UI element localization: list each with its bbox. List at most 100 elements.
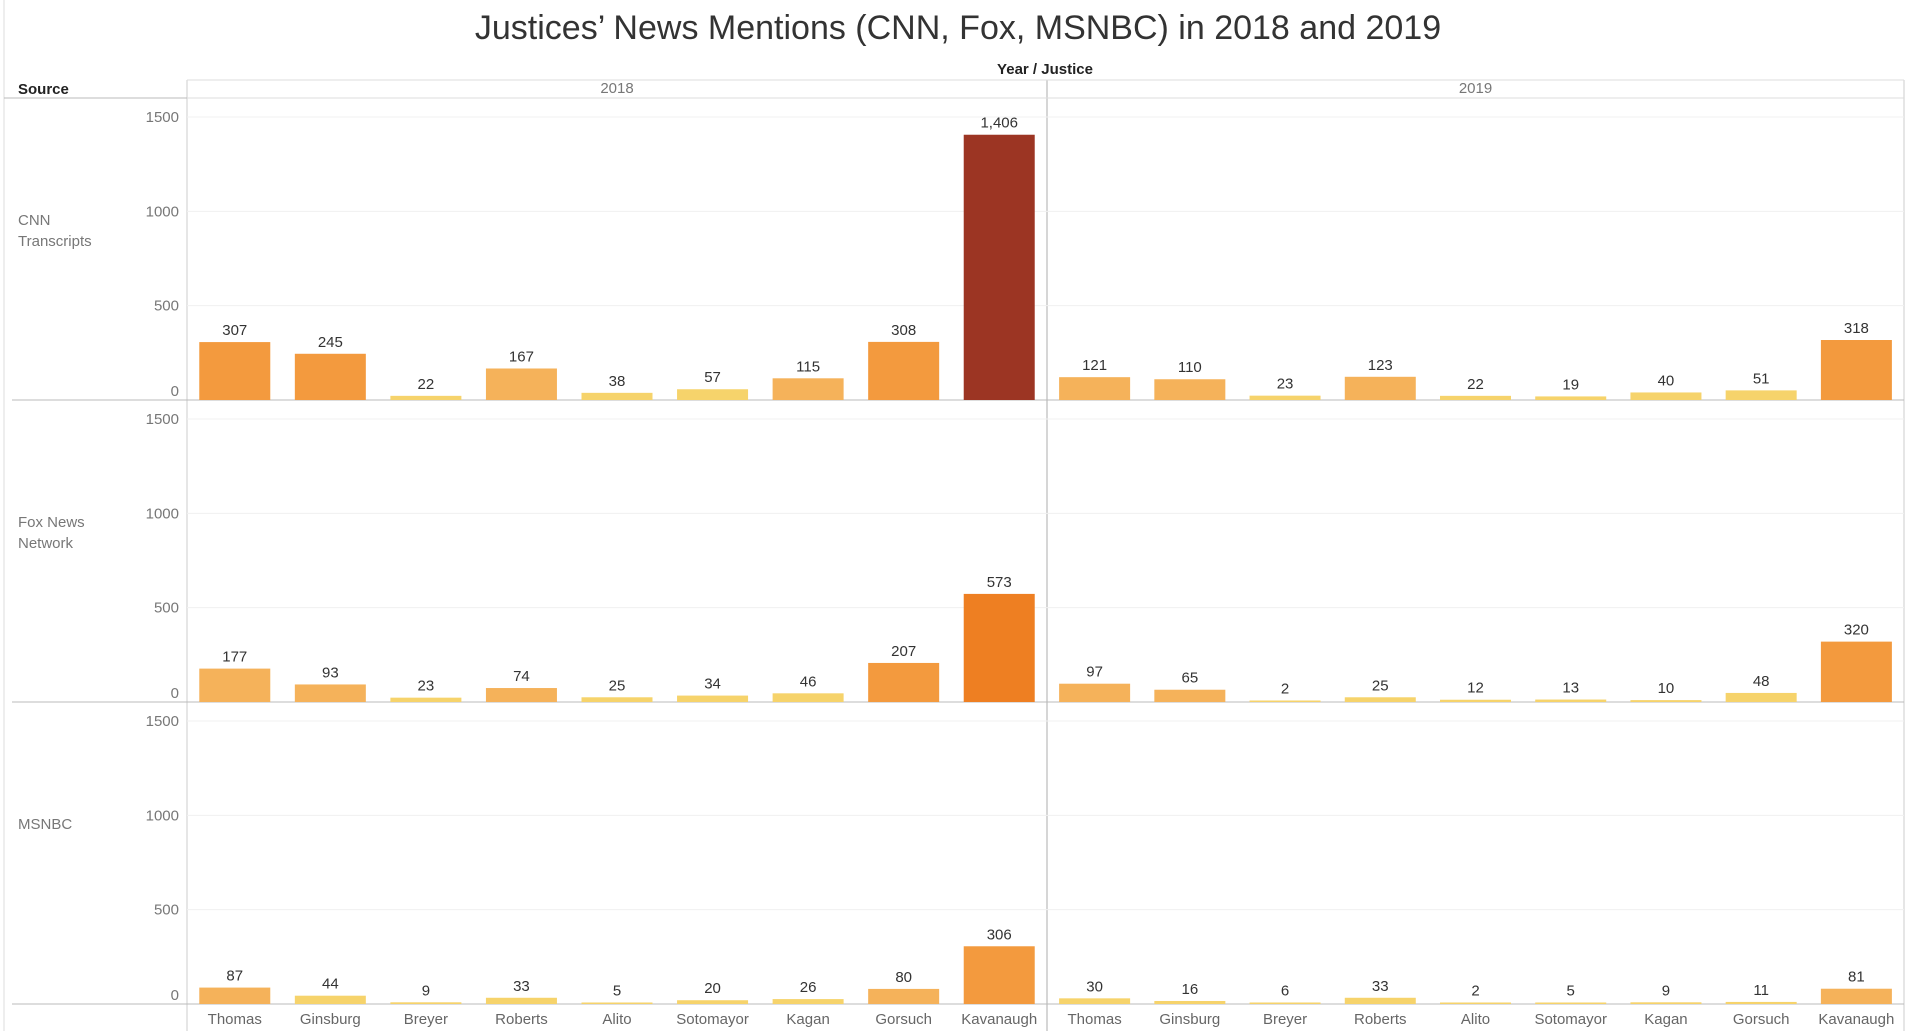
y-tick-label-cnn-transcripts-1500: 1500 xyxy=(146,109,179,126)
data-label-cnn-transcripts-2019-ginsburg: 110 xyxy=(1178,359,1202,376)
data-label-cnn-transcripts-2019-roberts: 123 xyxy=(1368,357,1393,374)
source-label-cnn-transcripts-line1: CNN xyxy=(18,212,51,229)
data-label-msnbc-2019-kavanaugh: 81 xyxy=(1848,969,1865,986)
y-tick-label-msnbc-1500: 1500 xyxy=(146,713,179,730)
source-label-msnbc-line1: MSNBC xyxy=(18,816,72,833)
bar-fox-news-network-2019-roberts xyxy=(1345,697,1416,702)
bar-cnn-transcripts-2019-kagan xyxy=(1630,392,1701,400)
labels-layer: 2018 2019050010001500CNNTranscripts307245… xyxy=(18,80,1894,1028)
bar-cnn-transcripts-2018-sotomayor xyxy=(677,389,748,400)
bar-fox-news-network-2019-gorsuch xyxy=(1726,693,1797,702)
bar-cnn-transcripts-2018-breyer xyxy=(390,396,461,400)
bar-msnbc-2019-roberts xyxy=(1345,998,1416,1004)
data-label-msnbc-2018-kagan: 26 xyxy=(800,979,817,996)
x-tick-label-2018-kavanaugh: Kavanaugh xyxy=(961,1011,1037,1028)
bar-msnbc-2019-breyer xyxy=(1250,1003,1321,1005)
data-label-msnbc-2018-gorsuch: 80 xyxy=(895,969,912,986)
data-label-msnbc-2018-kavanaugh: 306 xyxy=(987,926,1012,943)
row-header: Source xyxy=(18,81,69,98)
data-label-cnn-transcripts-2018-thomas: 307 xyxy=(222,322,247,339)
bar-fox-news-network-2018-gorsuch xyxy=(868,663,939,702)
x-tick-label-2018-sotomayor: Sotomayor xyxy=(676,1011,749,1028)
data-label-fox-news-network-2019-roberts: 25 xyxy=(1372,677,1389,694)
data-label-cnn-transcripts-2018-ginsburg: 245 xyxy=(318,334,343,351)
data-label-msnbc-2019-gorsuch: 11 xyxy=(1753,982,1769,999)
data-label-fox-news-network-2019-thomas: 97 xyxy=(1086,664,1103,681)
bar-msnbc-2019-sotomayor xyxy=(1535,1003,1606,1005)
bar-fox-news-network-2018-ginsburg xyxy=(295,684,366,702)
bar-fox-news-network-2019-kavanaugh xyxy=(1821,642,1892,702)
data-label-msnbc-2018-roberts: 33 xyxy=(513,978,530,995)
data-label-msnbc-2019-alito: 2 xyxy=(1471,983,1479,1000)
bar-cnn-transcripts-2018-kagan xyxy=(773,378,844,400)
bar-fox-news-network-2018-roberts xyxy=(486,688,557,702)
bar-msnbc-2019-kagan xyxy=(1630,1002,1701,1004)
bar-cnn-transcripts-2018-gorsuch xyxy=(868,342,939,400)
data-label-cnn-transcripts-2018-kagan: 115 xyxy=(796,358,820,375)
data-label-fox-news-network-2019-alito: 12 xyxy=(1467,680,1484,697)
y-tick-label-fox-news-network-0: 0 xyxy=(171,685,179,702)
bar-cnn-transcripts-2018-roberts xyxy=(486,368,557,400)
bar-cnn-transcripts-2019-thomas xyxy=(1059,377,1130,400)
chart-title: Justices’ News Mentions (CNN, Fox, MSNBC… xyxy=(475,9,1441,47)
year-header-2018: 2018 xyxy=(600,80,633,97)
data-label-msnbc-2019-thomas: 30 xyxy=(1086,978,1103,995)
bar-cnn-transcripts-2019-alito xyxy=(1440,396,1511,400)
data-label-cnn-transcripts-2018-gorsuch: 308 xyxy=(891,322,916,339)
data-label-cnn-transcripts-2018-alito: 38 xyxy=(609,373,626,390)
bar-msnbc-2018-kagan xyxy=(773,999,844,1004)
bar-msnbc-2019-thomas xyxy=(1059,998,1130,1004)
data-label-fox-news-network-2018-thomas: 177 xyxy=(222,649,247,666)
bar-fox-news-network-2018-sotomayor xyxy=(677,696,748,702)
x-tick-label-2018-roberts: Roberts xyxy=(495,1011,548,1028)
bar-fox-news-network-2019-kagan xyxy=(1630,700,1701,702)
data-label-msnbc-2019-breyer: 6 xyxy=(1281,983,1289,1000)
x-tick-label-2019-gorsuch: Gorsuch xyxy=(1733,1011,1790,1028)
bar-cnn-transcripts-2018-thomas xyxy=(199,342,270,400)
data-label-fox-news-network-2018-kavanaugh: 573 xyxy=(987,574,1012,591)
bar-msnbc-2018-sotomayor xyxy=(677,1000,748,1004)
data-label-cnn-transcripts-2019-breyer: 23 xyxy=(1277,376,1294,393)
bar-cnn-transcripts-2019-sotomayor xyxy=(1535,396,1606,400)
grid-layer xyxy=(4,0,1904,1031)
data-label-fox-news-network-2019-kavanaugh: 320 xyxy=(1844,622,1869,639)
bar-msnbc-2018-roberts xyxy=(486,998,557,1004)
bars-layer xyxy=(199,135,1892,1004)
y-tick-label-fox-news-network-1000: 1000 xyxy=(146,505,179,522)
data-label-fox-news-network-2019-gorsuch: 48 xyxy=(1753,673,1770,690)
x-tick-label-2019-breyer: Breyer xyxy=(1263,1011,1307,1028)
bar-cnn-transcripts-2018-ginsburg xyxy=(295,354,366,400)
data-label-cnn-transcripts-2019-alito: 22 xyxy=(1467,376,1484,393)
bar-fox-news-network-2019-ginsburg xyxy=(1154,690,1225,702)
data-label-fox-news-network-2019-kagan: 10 xyxy=(1658,680,1675,697)
bar-msnbc-2018-gorsuch xyxy=(868,989,939,1004)
year-header-2019: 2019 xyxy=(1459,80,1492,97)
data-label-cnn-transcripts-2019-kavanaugh: 318 xyxy=(1844,320,1869,337)
data-label-cnn-transcripts-2018-roberts: 167 xyxy=(509,348,534,365)
data-label-msnbc-2018-alito: 5 xyxy=(613,983,621,1000)
data-label-fox-news-network-2018-kagan: 46 xyxy=(800,673,817,690)
bar-fox-news-network-2019-alito xyxy=(1440,700,1511,702)
data-label-msnbc-2018-sotomayor: 20 xyxy=(704,980,721,997)
data-label-fox-news-network-2018-sotomayor: 34 xyxy=(704,676,721,693)
data-label-fox-news-network-2019-ginsburg: 65 xyxy=(1181,670,1198,687)
data-label-msnbc-2019-kagan: 9 xyxy=(1662,982,1670,999)
x-tick-label-2019-alito: Alito xyxy=(1461,1011,1490,1028)
bar-fox-news-network-2018-kavanaugh xyxy=(964,594,1035,702)
bar-cnn-transcripts-2019-kavanaugh xyxy=(1821,340,1892,400)
data-label-fox-news-network-2019-breyer: 2 xyxy=(1281,681,1289,698)
bar-fox-news-network-2018-breyer xyxy=(390,698,461,702)
data-label-cnn-transcripts-2018-kavanaugh: 1,406 xyxy=(980,115,1018,132)
y-tick-label-cnn-transcripts-0: 0 xyxy=(171,383,179,400)
bar-cnn-transcripts-2018-kavanaugh xyxy=(964,135,1035,400)
data-label-fox-news-network-2019-sotomayor: 13 xyxy=(1562,680,1579,697)
data-label-fox-news-network-2018-alito: 25 xyxy=(609,677,626,694)
x-tick-label-2018-ginsburg: Ginsburg xyxy=(300,1011,361,1028)
y-tick-label-fox-news-network-1500: 1500 xyxy=(146,411,179,428)
x-tick-label-2018-breyer: Breyer xyxy=(404,1011,448,1028)
source-label-fox-news-network-line1: Fox News xyxy=(18,514,85,531)
bar-cnn-transcripts-2019-breyer xyxy=(1250,396,1321,400)
bar-fox-news-network-2019-thomas xyxy=(1059,684,1130,702)
data-label-cnn-transcripts-2018-sotomayor: 57 xyxy=(704,369,721,386)
y-tick-label-msnbc-0: 0 xyxy=(171,987,179,1004)
